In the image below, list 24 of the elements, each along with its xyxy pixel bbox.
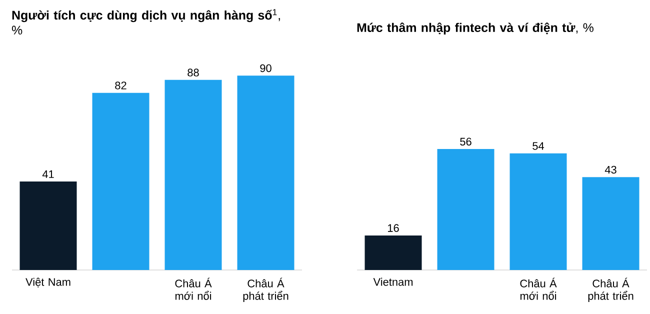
bar [510,153,567,270]
bar [92,92,150,270]
bar [582,177,640,270]
chart-title: Người tích cực dùng dịch vụ ngân hàng số$^{1}$, % [12,9,280,35]
x-tick-label: Vietnam [373,278,413,286]
data-label: 41 [42,170,54,178]
data-label: 43 [604,166,616,174]
data-label: 54 [532,142,544,150]
x-tick-label: Châu Á mới nổi [175,278,212,300]
x-tick-label: Châu Á phát triển [243,278,288,302]
chart-title: Mức thâm nhập fintech và ví điện tử, % [357,22,594,34]
bar [364,235,422,270]
bar [237,76,294,270]
bar [437,149,494,270]
bar [20,181,77,270]
data-label: 90 [260,64,272,72]
data-label: 82 [115,82,126,90]
data-label: 16 [388,224,399,232]
x-tick-label: Châu Á phát triển [588,278,634,302]
data-label: 56 [460,138,472,146]
x-tick-label: Châu Á mới nổi [520,278,557,300]
x-tick-label: Việt Nam [26,278,70,288]
bar [164,80,222,270]
data-label: 88 [188,68,199,76]
